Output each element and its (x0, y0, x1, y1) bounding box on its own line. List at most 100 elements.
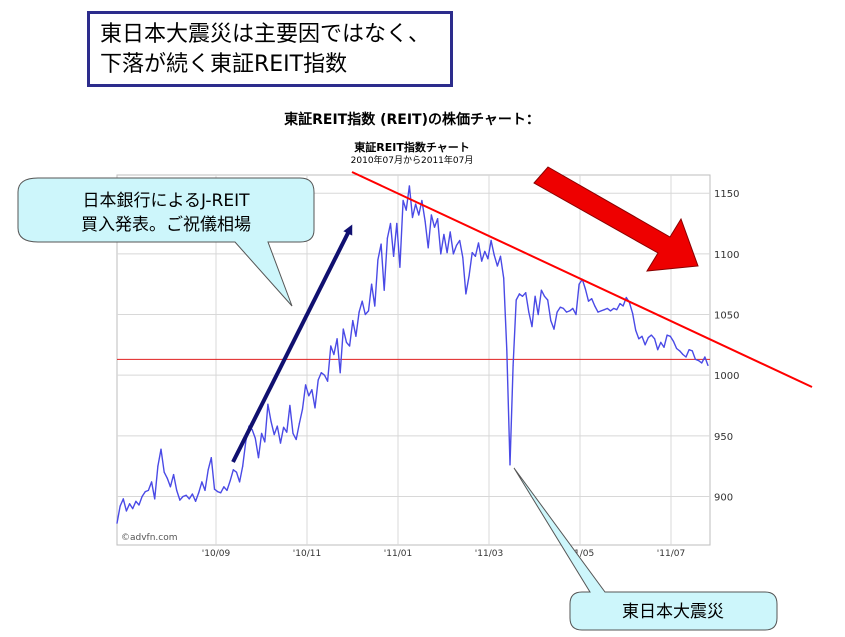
data-point (556, 311, 558, 313)
data-point (641, 335, 643, 337)
data-point (647, 336, 649, 339)
headline-line-2: 下落が続く東証REIT指数 (100, 52, 348, 77)
data-point (157, 465, 159, 467)
y-tick-label: 950 (714, 432, 733, 443)
headline-line-1: 東日本大震災は主要因ではなく、 (100, 22, 431, 47)
data-point (562, 307, 564, 310)
data-point (396, 222, 398, 225)
data-point (182, 495, 184, 498)
data-point (169, 486, 172, 488)
data-point (474, 255, 476, 257)
data-point (446, 252, 448, 254)
data-point (383, 289, 385, 291)
data-point (691, 350, 693, 352)
data-point (361, 300, 363, 302)
data-point (575, 313, 577, 316)
data-point (393, 255, 395, 257)
rise-arrow (231, 224, 353, 463)
data-point (600, 310, 602, 312)
y-tick-label: 1100 (714, 250, 739, 261)
data-point (305, 384, 307, 386)
chart-subtitle: 東証REIT指数チャート (354, 140, 469, 154)
data-point (578, 283, 580, 285)
x-tick-label: '11/01 (384, 549, 412, 559)
data-point (704, 356, 706, 358)
data-point (251, 429, 253, 431)
data-point (201, 481, 203, 483)
data-point (653, 338, 656, 340)
data-point (204, 489, 206, 492)
data-point (424, 220, 426, 222)
data-point (163, 471, 165, 473)
data-point (679, 350, 681, 352)
data-point (587, 300, 590, 302)
data-point (697, 360, 700, 362)
data-point (506, 349, 508, 351)
data-point (154, 498, 156, 500)
data-point (141, 495, 143, 498)
data-point (512, 364, 514, 367)
data-point (462, 256, 464, 259)
data-point (499, 255, 502, 257)
data-point (295, 438, 297, 441)
data-point (537, 313, 539, 316)
data-point (172, 474, 175, 476)
callout-boj: 日本銀行によるJ-REIT 買入発表。ご祝儀相場 (17, 177, 315, 307)
data-point (559, 306, 561, 308)
callout-quake-label: 東日本大震災 (622, 602, 724, 622)
data-point (657, 349, 659, 351)
data-point (308, 395, 310, 397)
data-point (440, 253, 442, 255)
data-point (669, 335, 671, 337)
data-point (609, 310, 612, 312)
data-point (619, 302, 621, 305)
chart-title: 東証REIT指数 (REIT)の株価チャート： (284, 111, 540, 128)
callout-boj-line-1: 日本銀行によるJ-REIT (83, 191, 251, 211)
x-tick-label: '11/07 (657, 549, 685, 559)
callout-boj-line-2: 買入発表。ご祝儀相場 (81, 215, 251, 235)
x-tick-label: '10/09 (202, 549, 231, 559)
data-point (707, 364, 709, 367)
data-point (323, 374, 326, 376)
data-point (449, 231, 451, 233)
data-point (616, 309, 618, 311)
y-tick-label: 1150 (714, 189, 739, 200)
data-point (336, 338, 338, 340)
data-point (333, 353, 335, 356)
data-point (452, 253, 454, 255)
data-point (503, 277, 505, 279)
data-point (631, 312, 634, 314)
data-point (374, 305, 376, 307)
data-point (625, 296, 627, 299)
data-point (531, 326, 533, 328)
data-point (289, 404, 291, 407)
data-point (179, 499, 181, 501)
data-point (638, 338, 640, 340)
data-point (339, 372, 341, 374)
data-point (371, 283, 373, 285)
x-tick-label: '11/03 (475, 549, 503, 559)
data-point (471, 252, 473, 254)
data-point (540, 289, 542, 291)
series-points (116, 185, 709, 524)
data-point (675, 347, 678, 350)
data-point (663, 346, 665, 348)
data-point (283, 426, 285, 428)
data-point (223, 486, 225, 488)
data-point (301, 408, 304, 410)
data-point (572, 307, 574, 310)
data-point (534, 295, 536, 297)
data-point (421, 199, 423, 202)
data-point (553, 328, 555, 330)
data-point (380, 243, 382, 245)
y-axis-labels: 900 950 1000 1050 1100 1150 (714, 189, 739, 503)
data-point (418, 214, 420, 216)
data-point (518, 293, 520, 295)
data-point (270, 420, 272, 422)
data-point (694, 358, 697, 360)
data-point (261, 432, 263, 434)
data-point (254, 437, 256, 439)
data-point (160, 448, 162, 450)
data-point (320, 372, 322, 374)
